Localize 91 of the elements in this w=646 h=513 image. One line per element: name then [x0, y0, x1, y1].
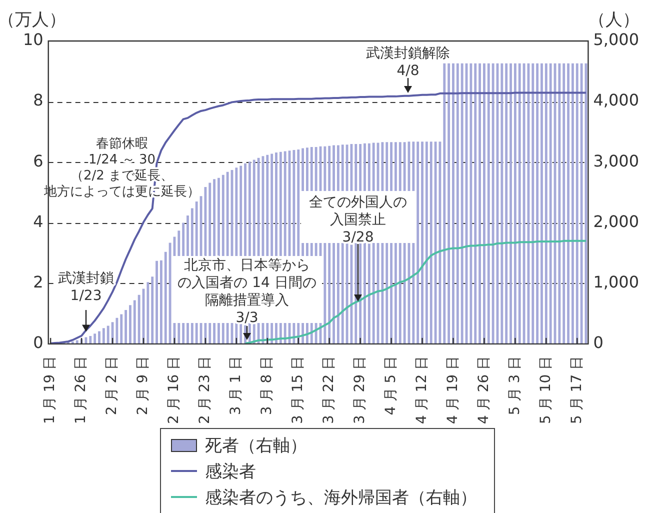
bar [120, 314, 123, 344]
y-tick-label: 4 [33, 212, 44, 231]
x-tick-label: 5 月 10 日 [538, 356, 554, 424]
bar [438, 142, 442, 344]
bar [518, 63, 521, 344]
x-tick-label: 1 月 19 日 [42, 356, 58, 424]
bar [514, 63, 516, 344]
annotation: 武漢封鎖解除 4/8 [366, 46, 450, 80]
bar [482, 63, 486, 344]
bar [106, 326, 110, 344]
y2-tick-label: 2,000 [593, 212, 640, 231]
bar [532, 63, 534, 344]
bar [522, 63, 526, 344]
x-tick-label: 4 月 5 日 [382, 356, 399, 416]
bar [430, 142, 432, 344]
bar [474, 63, 477, 344]
bar [116, 318, 118, 344]
bar [540, 63, 543, 344]
x-tick-label: 2 月 9 日 [135, 356, 152, 416]
bar [425, 142, 428, 344]
annotation: 武漢封鎖 1/23 [58, 270, 114, 304]
x-tick-label: 2 月 16 日 [166, 356, 182, 424]
bar [536, 63, 539, 344]
bar [500, 63, 504, 344]
bar [527, 63, 530, 344]
x-tick-label: 3 月 15 日 [290, 356, 306, 424]
bar [416, 142, 420, 344]
x-tick-label: 5 月 3 日 [506, 356, 523, 416]
x-tick-label: 4 月 12 日 [414, 356, 430, 424]
bar [549, 63, 552, 344]
y-tick-label: 6 [33, 151, 44, 170]
bar [146, 282, 150, 344]
bar [138, 294, 140, 344]
bar [460, 63, 464, 344]
bar [510, 63, 512, 344]
bar [505, 63, 508, 344]
bar [558, 63, 561, 344]
y2-tick-label: 5,000 [593, 30, 640, 50]
annotation: 全ての外国人の入国禁止 3/28 [309, 194, 407, 246]
x-tick-label: 4 月 26 日 [476, 356, 492, 424]
bar [456, 63, 459, 344]
y-tick-label: 0 [33, 333, 44, 352]
bar [160, 260, 162, 344]
x-tick-label: 1 月 26 日 [73, 356, 90, 424]
bar [102, 328, 105, 344]
bar [129, 305, 132, 344]
bar [576, 63, 578, 344]
y-axis-title: （万人） [0, 10, 66, 30]
y2-tick-label: 3,000 [593, 151, 640, 170]
bar [562, 63, 566, 344]
annotation: 北京市、日本等からの入国者の 14 日間の隔離措置導入 3/3 [178, 258, 316, 326]
bar [448, 63, 450, 344]
bar [421, 142, 424, 344]
bar [567, 63, 570, 344]
bar [478, 63, 482, 344]
bar [452, 63, 454, 344]
bar [98, 331, 100, 344]
bar [94, 334, 96, 344]
y2-tick-label: 1,000 [593, 272, 640, 292]
bar [89, 336, 92, 344]
x-tick-label: 3 月 1 日 [228, 356, 244, 416]
x-tick-label: 3 月 29 日 [352, 356, 368, 424]
legend-label: 感染者 [205, 460, 256, 482]
bar [124, 310, 128, 344]
x-tick-label: 5 月 17 日 [568, 356, 585, 424]
bar [151, 276, 154, 344]
x-tick-label: 2 月 2 日 [104, 356, 120, 416]
bar [156, 260, 158, 344]
bar [133, 300, 136, 344]
bar [164, 252, 167, 344]
x-tick-label: 3 月 8 日 [259, 356, 276, 416]
bar [544, 63, 548, 344]
y2-tick-label: 4,000 [593, 90, 640, 110]
bar [571, 63, 574, 344]
bar [470, 63, 472, 344]
x-tick-label: 3 月 22 日 [320, 356, 337, 424]
y-tick-label: 2 [33, 272, 44, 292]
bar [434, 142, 437, 344]
bar [168, 242, 172, 344]
y-tick-label: 10 [23, 30, 44, 50]
bar [487, 63, 490, 344]
x-tick-label: 4 月 19 日 [444, 356, 461, 424]
legend-label: 感染者のうち、海外帰国者（右軸） [205, 486, 477, 508]
bar [443, 63, 446, 344]
y2-tick-label: 0 [593, 333, 604, 352]
y-tick-label: 8 [33, 90, 44, 110]
bar [492, 63, 494, 344]
legend-label: 死者（右軸） [205, 434, 307, 456]
x-tick-label: 2 月 23 日 [197, 356, 214, 424]
y2-axis-title: （人） [588, 10, 640, 30]
bar [580, 63, 583, 344]
